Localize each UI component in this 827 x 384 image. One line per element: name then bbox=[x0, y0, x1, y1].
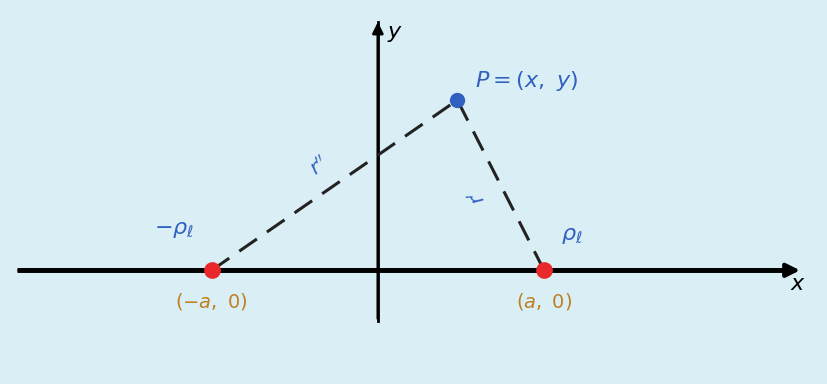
Text: $(-a,\ 0)$: $(-a,\ 0)$ bbox=[175, 291, 247, 312]
Text: $y$: $y$ bbox=[386, 25, 402, 45]
Text: $\rho_\ell$: $\rho_\ell$ bbox=[561, 226, 582, 246]
Text: $(a,\ 0)$: $(a,\ 0)$ bbox=[515, 291, 571, 312]
Text: $r''$: $r''$ bbox=[305, 152, 332, 179]
Text: $P=(x,\ y)$: $P=(x,\ y)$ bbox=[474, 69, 577, 93]
Text: $r'$: $r'$ bbox=[465, 185, 489, 207]
Text: $-\rho_\ell$: $-\rho_\ell$ bbox=[154, 220, 194, 240]
Text: $x$: $x$ bbox=[789, 274, 805, 294]
